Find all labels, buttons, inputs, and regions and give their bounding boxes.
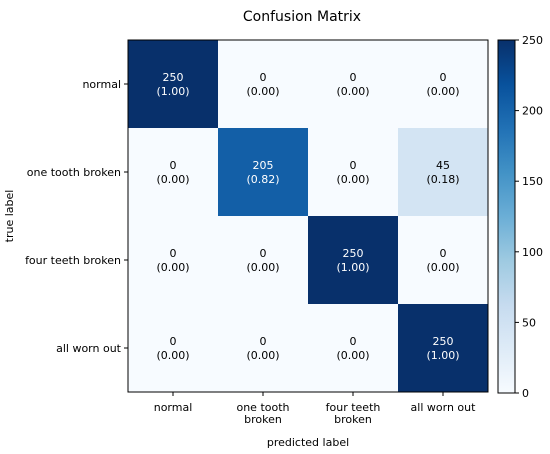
cell-count-label: 0 xyxy=(350,335,357,348)
matrix-cell xyxy=(128,304,219,393)
cell-count-label: 0 xyxy=(350,159,357,172)
cell-ratio-label: (0.00) xyxy=(156,261,189,274)
matrix-cell xyxy=(398,128,489,217)
cell-count-label: 205 xyxy=(253,159,274,172)
colorbar-tick-label: 200 xyxy=(522,105,543,118)
cell-ratio-label: (0.00) xyxy=(336,349,369,362)
y-tick-label: all worn out xyxy=(56,342,122,355)
cell-count-label: 0 xyxy=(350,71,357,84)
matrix-cell xyxy=(398,216,489,305)
matrix-cell xyxy=(128,216,219,305)
matrix-cell xyxy=(308,304,399,393)
cell-count-label: 250 xyxy=(343,247,364,260)
cell-count-label: 0 xyxy=(260,247,267,260)
cell-count-label: 0 xyxy=(260,71,267,84)
cell-ratio-label: (0.00) xyxy=(336,85,369,98)
matrix-cell xyxy=(218,216,309,305)
cell-count-label: 250 xyxy=(163,71,184,84)
cell-ratio-label: (0.00) xyxy=(336,173,369,186)
x-tick-label: all worn out xyxy=(411,401,477,414)
chart-title: Confusion Matrix xyxy=(243,9,361,25)
colorbar-tick-label: 0 xyxy=(522,387,529,400)
matrix-cell xyxy=(128,128,219,217)
cell-count-label: 0 xyxy=(440,247,447,260)
plot-frame xyxy=(127,39,489,393)
cell-ratio-label: (1.00) xyxy=(156,85,189,98)
cell-ratio-label: (1.00) xyxy=(426,349,459,362)
x-tick-label: broken xyxy=(244,413,282,426)
colorbar-tick-label: 100 xyxy=(522,246,543,259)
cell-count-label: 0 xyxy=(170,159,177,172)
colorbar-tick-label: 250 xyxy=(522,34,543,47)
cell-ratio-label: (0.00) xyxy=(246,349,279,362)
cell-ratio-label: (0.00) xyxy=(246,85,279,98)
y-axis-label: true label xyxy=(3,190,16,243)
colorbar-tick-label: 150 xyxy=(522,175,543,188)
y-tick-label: one tooth broken xyxy=(27,166,121,179)
cell-count-label: 45 xyxy=(436,159,450,172)
x-axis-label: predicted label xyxy=(267,436,349,449)
matrix-cell xyxy=(218,40,309,129)
matrix-cell xyxy=(398,40,489,129)
matrix-cell xyxy=(398,304,489,393)
cell-ratio-label: (0.00) xyxy=(156,173,189,186)
cell-ratio-label: (0.00) xyxy=(426,85,459,98)
cell-ratio-label: (1.00) xyxy=(336,261,369,274)
matrix-cell xyxy=(218,304,309,393)
colorbar xyxy=(497,39,516,394)
matrix-cell xyxy=(128,40,219,129)
cell-ratio-label: (0.00) xyxy=(426,261,459,274)
cell-ratio-label: (0.00) xyxy=(156,349,189,362)
cell-ratio-label: (0.82) xyxy=(246,173,279,186)
matrix-cells xyxy=(128,40,489,393)
cell-count-label: 0 xyxy=(440,71,447,84)
y-tick-label: four teeth broken xyxy=(25,254,121,267)
y-tick-labels: normal one tooth broken four teeth broken a… xyxy=(25,78,128,355)
cell-ratio-label: (0.18) xyxy=(426,173,459,186)
x-tick-label: four teeth xyxy=(326,401,381,414)
cell-count-label: 0 xyxy=(260,335,267,348)
y-tick-label: normal xyxy=(82,78,121,91)
cell-ratio-label: (0.00) xyxy=(246,261,279,274)
colorbar-ticks: 0 50 100 150 200 250 xyxy=(515,34,543,400)
cell-count-label: 0 xyxy=(170,247,177,260)
x-tick-label: normal xyxy=(154,401,193,414)
matrix-cell xyxy=(308,216,399,305)
cell-count-label: 0 xyxy=(170,335,177,348)
matrix-cell xyxy=(308,128,399,217)
cell-count-label: 250 xyxy=(433,335,454,348)
matrix-cell xyxy=(218,128,309,217)
colorbar-tick-label: 50 xyxy=(522,316,536,329)
cell-labels: 250(1.00)0(0.00)0(0.00)0(0.00)0(0.00)205… xyxy=(156,71,459,362)
matrix-cell xyxy=(308,40,399,129)
x-tick-label: one tooth xyxy=(236,401,289,414)
x-tick-label: broken xyxy=(334,413,372,426)
